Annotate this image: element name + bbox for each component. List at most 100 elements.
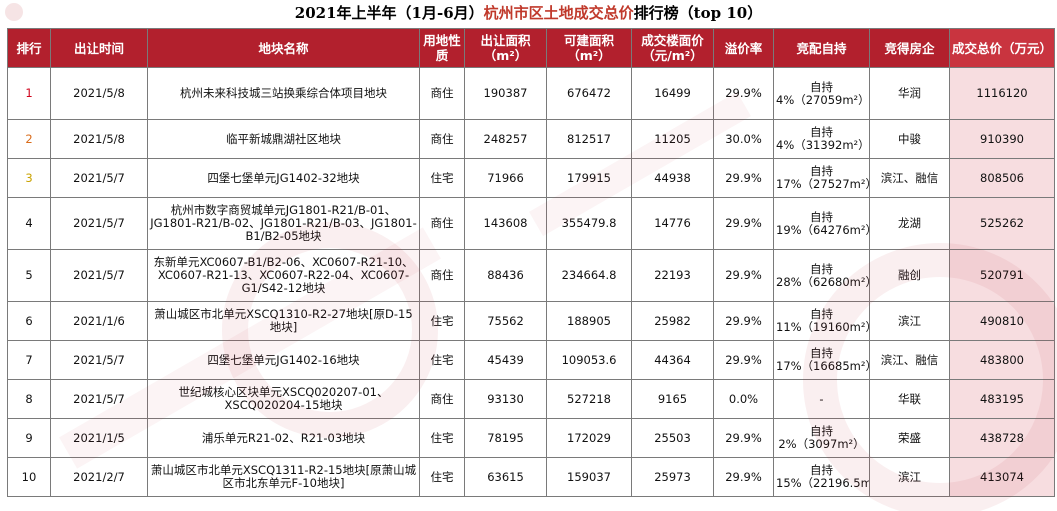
header-self: 竞配自持 — [773, 28, 870, 68]
cell-use: 商住 — [419, 197, 465, 250]
cell-build: 179915 — [546, 158, 632, 198]
cell-premium: 29.9% — [713, 67, 774, 120]
cell-date: 2021/5/8 — [50, 67, 148, 120]
cell-name: 萧山城区市北单元XSCQ1311-R2-15地块[原萧山城区市北东单元F-10地… — [147, 457, 420, 497]
cell-use: 住宅 — [419, 301, 465, 341]
cell-total: 1116120 — [949, 67, 1055, 120]
cell-name: 杭州未来科技城三站换乘综合体项目地块 — [147, 67, 420, 120]
title-highlight: 杭州市区土地成交总价 — [483, 4, 634, 22]
cell-build: 172029 — [546, 418, 632, 458]
cell-name: 东新单元XC0607-B1/B2-06、XC0607-R21-10、XC0607… — [147, 249, 420, 302]
cell-self: 自持28%（62680m²） — [773, 249, 870, 302]
table-row: 10 2021/2/7 萧山城区市北单元XSCQ1311-R2-15地块[原萧山… — [7, 457, 1055, 497]
cell-rank: 8 — [7, 379, 51, 419]
cell-name: 四堡七堡单元JG1402-32地块 — [147, 158, 420, 198]
cell-area: 88436 — [464, 249, 547, 302]
cell-date: 2021/1/6 — [50, 301, 148, 341]
header-build: 可建面积（m²） — [546, 28, 632, 68]
cell-rank: 5 — [7, 249, 51, 302]
cell-build: 234664.8 — [546, 249, 632, 302]
cell-developer: 华联 — [869, 379, 950, 419]
cell-self: 自持17%（27527m²） — [773, 158, 870, 198]
cell-area: 78195 — [464, 418, 547, 458]
cell-name: 萧山城区市北单元XSCQ1310-R2-27地块[原D-15地块] — [147, 301, 420, 341]
cell-total: 438728 — [949, 418, 1055, 458]
cell-self: 自持4%（31392m²） — [773, 119, 870, 159]
cell-price: 22193 — [631, 249, 714, 302]
cell-date: 2021/2/7 — [50, 457, 148, 497]
header-rank: 排行 — [7, 28, 51, 68]
cell-build: 109053.6 — [546, 340, 632, 380]
cell-price: 25503 — [631, 418, 714, 458]
cell-name: 浦乐单元R21-02、R21-03地块 — [147, 418, 420, 458]
cell-date: 2021/5/7 — [50, 249, 148, 302]
cell-developer: 荣盛 — [869, 418, 950, 458]
cell-total: 808506 — [949, 158, 1055, 198]
cell-total: 490810 — [949, 301, 1055, 341]
cell-area: 75562 — [464, 301, 547, 341]
cell-self: 自持19%（64276m²） — [773, 197, 870, 250]
cell-use: 住宅 — [419, 158, 465, 198]
cell-use: 住宅 — [419, 457, 465, 497]
cell-total: 483800 — [949, 340, 1055, 380]
cell-date: 2021/5/7 — [50, 340, 148, 380]
cell-premium: 29.9% — [713, 249, 774, 302]
cell-rank: 7 — [7, 340, 51, 380]
cell-build: 676472 — [546, 67, 632, 120]
cell-total: 483195 — [949, 379, 1055, 419]
header-use: 用地性质 — [419, 28, 465, 68]
cell-premium: 30.0% — [713, 119, 774, 159]
cell-date: 2021/1/5 — [50, 418, 148, 458]
title-prefix: 2021年上半年（1月-6月） — [294, 4, 484, 22]
header-row: 排行 出让时间 地块名称 用地性质 出让面积（m²） 可建面积（m²） 成交楼面… — [7, 28, 1055, 68]
cell-total: 413074 — [949, 457, 1055, 497]
cell-self: - — [773, 379, 870, 419]
cell-premium: 29.9% — [713, 457, 774, 497]
header-name: 地块名称 — [147, 28, 420, 68]
cell-price: 44364 — [631, 340, 714, 380]
cell-name: 杭州市数字商贸城单元JG1801-R21/B-01、JG1801-R21/B-0… — [147, 197, 420, 250]
header-developer: 竞得房企 — [869, 28, 950, 68]
cell-area: 71966 — [464, 158, 547, 198]
table-row: 5 2021/5/7 东新单元XC0607-B1/B2-06、XC0607-R2… — [7, 249, 1055, 302]
cell-developer: 龙湖 — [869, 197, 950, 250]
cell-use: 住宅 — [419, 418, 465, 458]
cell-price: 9165 — [631, 379, 714, 419]
cell-premium: 29.9% — [713, 301, 774, 341]
cell-developer: 中骏 — [869, 119, 950, 159]
cell-price: 25973 — [631, 457, 714, 497]
header-area: 出让面积（m²） — [464, 28, 547, 68]
cell-rank: 2 — [7, 119, 51, 159]
table-row: 4 2021/5/7 杭州市数字商贸城单元JG1801-R21/B-01、JG1… — [7, 197, 1055, 250]
cell-developer: 滨江、融信 — [869, 340, 950, 380]
cell-rank: 6 — [7, 301, 51, 341]
table-row: 8 2021/5/7 世纪城核心区块单元XSCQ020207-01、XSCQ02… — [7, 379, 1055, 419]
cell-developer: 滨江 — [869, 301, 950, 341]
cell-total: 910390 — [949, 119, 1055, 159]
cell-rank: 1 — [7, 67, 51, 120]
cell-rank: 9 — [7, 418, 51, 458]
cell-area: 248257 — [464, 119, 547, 159]
cell-build: 812517 — [546, 119, 632, 159]
cell-area: 63615 — [464, 457, 547, 497]
cell-self: 自持4%（27059m²） — [773, 67, 870, 120]
cell-self: 自持11%（19160m²） — [773, 301, 870, 341]
cell-total: 520791 — [949, 249, 1055, 302]
cell-developer: 华润 — [869, 67, 950, 120]
ranking-table: 排行 出让时间 地块名称 用地性质 出让面积（m²） 可建面积（m²） 成交楼面… — [7, 28, 1055, 497]
cell-use: 商住 — [419, 119, 465, 159]
table-row: 1 2021/5/8 杭州未来科技城三站换乘综合体项目地块 商住 190387 … — [7, 67, 1055, 120]
cell-name: 临平新城鼎湖社区地块 — [147, 119, 420, 159]
cell-self: 自持17%（16685m²） — [773, 340, 870, 380]
cell-use: 商住 — [419, 249, 465, 302]
title-suffix: 排行榜（top 10） — [633, 4, 763, 22]
cell-build: 188905 — [546, 301, 632, 341]
cell-price: 25982 — [631, 301, 714, 341]
cell-self: 自持15%（22196.5m²） — [773, 457, 870, 497]
cell-area: 93130 — [464, 379, 547, 419]
cell-developer: 滨江 — [869, 457, 950, 497]
cell-self: 自持2%（3097m²） — [773, 418, 870, 458]
cell-developer: 滨江、融信 — [869, 158, 950, 198]
cell-rank: 3 — [7, 158, 51, 198]
